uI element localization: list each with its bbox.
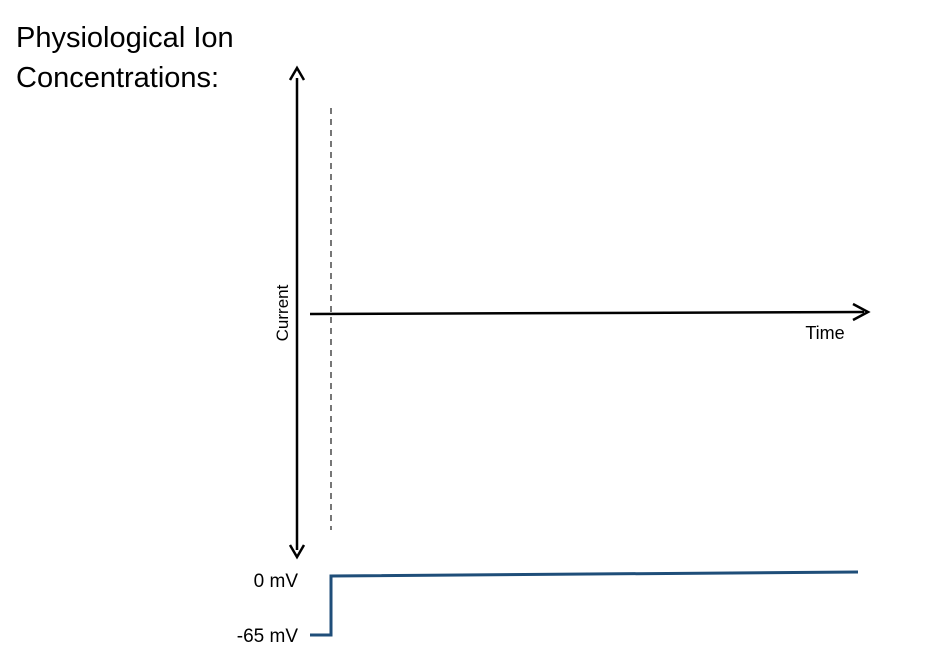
time-axis-label: Time <box>805 323 844 343</box>
current-axis-label: Current <box>273 284 292 341</box>
current-axis-bottom-arrowhead <box>288 544 306 560</box>
voltage-step-trace <box>310 570 859 637</box>
time-axis-arrowhead <box>852 302 871 322</box>
current-axis <box>288 65 306 560</box>
current-axis-top-arrowhead <box>288 65 306 81</box>
slide-title-line-1: Physiological Ion <box>16 22 234 54</box>
slide-title: Physiological Ion Concentrations: <box>16 18 234 98</box>
time-axis-line <box>309 310 865 316</box>
voltage-high-label: 0 mV <box>254 571 299 592</box>
time-axis <box>309 302 871 322</box>
slide-title-line-2: Concentrations: <box>16 62 220 94</box>
voltage-low-label: -65 mV <box>237 626 299 647</box>
